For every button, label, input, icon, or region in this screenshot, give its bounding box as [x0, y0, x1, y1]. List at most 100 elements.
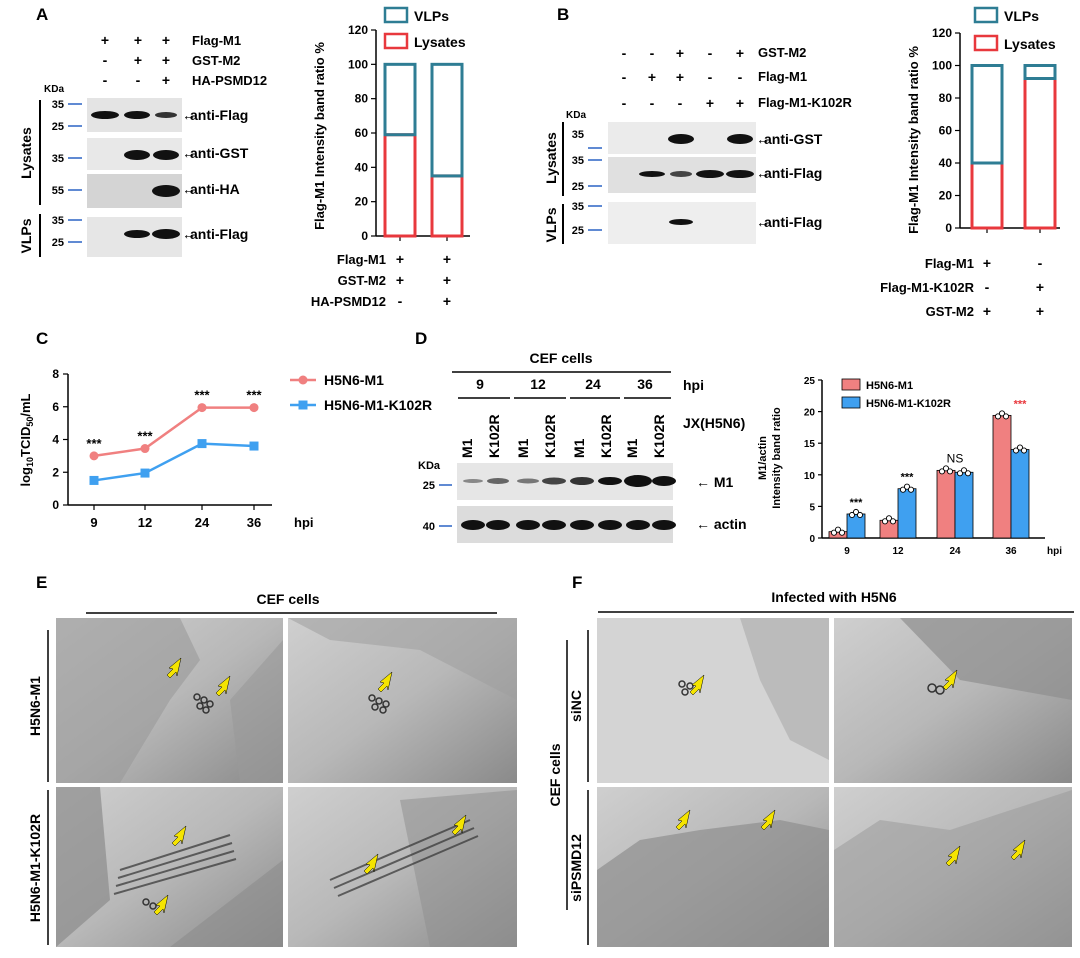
- chart-d: 0 5 10 15 20 25 9 *** 12 *** 24 NS 36 *** hpi: [804, 376, 1062, 557]
- legend-c-k102r-marker: [298, 400, 308, 410]
- arrow-e-1: [166, 657, 182, 679]
- chart-a-bar-lysates-0: [383, 133, 417, 238]
- marker-a-4: 35: [52, 215, 64, 227]
- panel-a: A + + + - + + - - + Flag-M1 GST-M2 HA-PS…: [18, 5, 470, 309]
- arrow-f-2: [942, 669, 958, 691]
- blot-d-lane-4: M1: [571, 438, 587, 458]
- group-vlps-b: VLPs: [543, 207, 559, 242]
- chart-d-ylabel: M1/actin Intensity band ratio: [757, 407, 783, 509]
- marker-a-0: 35: [52, 99, 64, 111]
- blot-label-b-0: anti-GST: [764, 131, 823, 147]
- chart-a-ytick-label-2: 40: [355, 160, 369, 174]
- blot-d-time-unit: hpi: [683, 377, 704, 393]
- blot-label-a-3: anti-Flag: [190, 226, 248, 242]
- chart-c-line-1: [93, 442, 255, 482]
- sign-b-r0-c2: +: [676, 45, 684, 61]
- chart-d-xtick-label-0: 9: [844, 546, 850, 557]
- chart-d-ytick-label-4: 20: [804, 408, 816, 419]
- group-lysates-b: Lysates: [543, 132, 559, 184]
- chart-a-sign-2-1: +: [443, 293, 451, 309]
- panel-f-header: Infected with H5N6: [771, 589, 896, 605]
- group-lysates-a: Lysates: [18, 127, 34, 179]
- blot-d-lane-5: K102R: [598, 414, 614, 458]
- panel-label-e: E: [36, 573, 47, 592]
- arrow-e-7: [363, 853, 379, 875]
- condition-a-2: HA-PSMD12: [192, 73, 267, 88]
- chart-c-xtick-label-0: 9: [90, 515, 97, 530]
- blot-label-a-0: anti-Flag: [190, 107, 248, 123]
- sign-a-r2-c2: +: [162, 72, 170, 88]
- chart-b-cond-1: Flag-M1-K102R: [880, 280, 975, 295]
- sign-a-r1-c0: -: [103, 52, 108, 68]
- chart-d-ytick-label-0: 0: [809, 534, 815, 545]
- arrow-f-6: [1010, 839, 1026, 861]
- legend-d-m1: H5N6-M1: [866, 380, 913, 392]
- condition-a-0: Flag-M1: [192, 33, 241, 48]
- kda-label-d: KDa: [418, 460, 441, 472]
- chart-d-dot-1-0-1: [852, 508, 860, 516]
- arrow-f-3: [675, 809, 691, 831]
- sign-b-r1-c0: -: [622, 69, 627, 85]
- legend-b-vlps: VLPs: [1004, 8, 1039, 24]
- legend-a-lysates-swatch: [383, 32, 409, 50]
- chart-d-dot-0-3-0: [994, 413, 1002, 420]
- chart-d-bar-1-0: [846, 513, 866, 539]
- svg-text:←: ←: [182, 145, 196, 161]
- sign-a-r0-c2: +: [162, 32, 170, 48]
- chart-a-sign-0-0: +: [396, 251, 404, 267]
- sign-b-r2-c2: -: [678, 95, 683, 111]
- arrow-f-4: [760, 809, 776, 831]
- chart-d-dot-0-1-2: [889, 518, 897, 525]
- sign-b-r2-c0: -: [622, 95, 627, 111]
- chart-b-ytick-label-1: 20: [939, 189, 953, 203]
- svg-text:←: ←: [182, 181, 196, 197]
- chart-c-annot-2: ***: [194, 388, 210, 403]
- panel-label-b: B: [557, 5, 569, 24]
- panel-f-row-0: siNC: [568, 690, 584, 722]
- marker-b-1: 35: [572, 155, 584, 167]
- arrow-f-5: [945, 845, 961, 867]
- blot-d-label-actin: ← actin: [696, 516, 747, 532]
- chart-b-cond-0: Flag-M1: [925, 256, 974, 271]
- sign-b-r1-c2: +: [676, 69, 684, 85]
- chart-d-bar-0-3: [992, 414, 1012, 539]
- sign-a-r0-c1: +: [134, 32, 142, 48]
- chart-b-ytick-label-6: 120: [932, 26, 952, 40]
- blot-d-time-1: 12: [530, 376, 546, 392]
- condition-b-2: Flag-M1-K102R: [758, 95, 853, 110]
- panel-f: F Infected with H5N6 CEF cells siNC siPS…: [547, 573, 1074, 947]
- chart-c-ytick-label-4: 8: [52, 367, 59, 381]
- legend-a-vlps: VLPs: [414, 8, 449, 24]
- chart-c-ytick-label-3: 6: [52, 400, 59, 414]
- chart-a-sign-0-1: +: [443, 251, 451, 267]
- sign-a-r0-c0: +: [101, 32, 109, 48]
- sign-a-r1-c2: +: [162, 52, 170, 68]
- panel-e: E CEF cells H5N6-M1 H5N6-M1-K102R: [27, 573, 517, 947]
- chart-d-dot-1-2-0: [956, 470, 964, 477]
- arrow-e-2: [215, 675, 231, 697]
- chart-d-dot-0-0-1: [834, 526, 842, 533]
- kda-label-a: KDa: [44, 84, 64, 95]
- marker-b-0: 35: [572, 129, 584, 141]
- chart-d-annot-3: ***: [1014, 398, 1028, 410]
- condition-a-1: GST-M2: [192, 53, 240, 68]
- sign-a-r1-c1: +: [134, 52, 142, 68]
- panel-label-a: A: [36, 5, 48, 24]
- chart-d-bar-1-2: [954, 471, 974, 539]
- marker-b-2: 25: [572, 181, 584, 193]
- chart-d-annot-0: ***: [850, 497, 864, 509]
- chart-b-sign-0-0: +: [983, 255, 991, 271]
- chart-d-dot-0-1-1: [885, 515, 893, 522]
- blot-d-lane-0: M1: [459, 438, 475, 458]
- svg-text:←: ←: [182, 107, 196, 123]
- chart-c-xtick-label-3: 36: [247, 515, 261, 530]
- chart-c-annot-3: ***: [246, 388, 262, 403]
- legend-b-vlps-swatch: [973, 6, 999, 24]
- chart-a-ytick-label-3: 60: [355, 126, 369, 140]
- chart-a-ytick-label-1: 20: [355, 195, 369, 209]
- chart-d-dot-1-0-2: [856, 511, 864, 519]
- chart-a-ytick-label-6: 120: [348, 23, 368, 37]
- blot-d-label-m1: ← M1: [696, 474, 734, 490]
- chart-a-ytick-label-0: 0: [361, 229, 368, 243]
- chart-d-dot-1-1-1: [903, 483, 911, 490]
